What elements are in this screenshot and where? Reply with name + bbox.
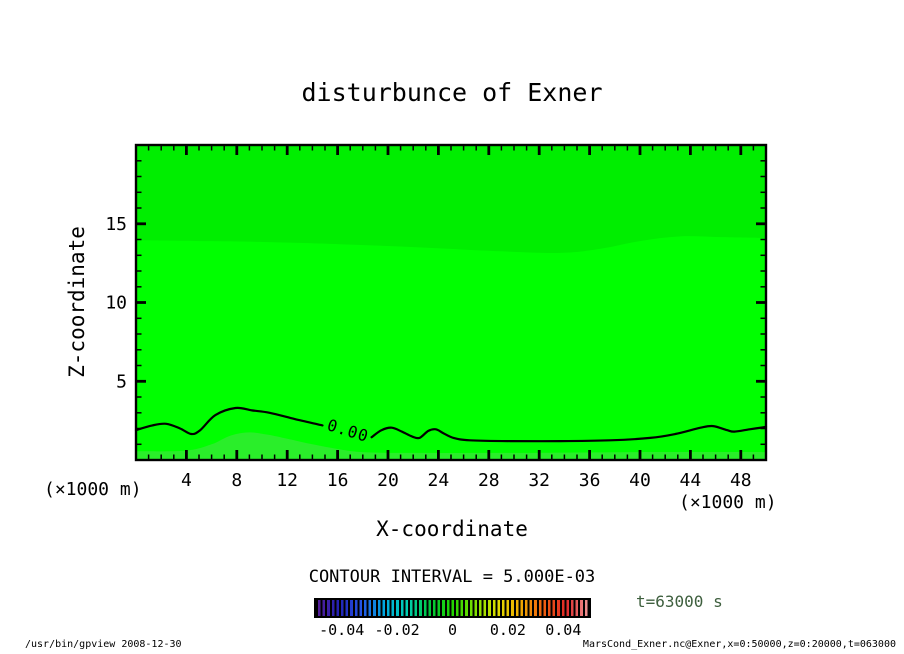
- colorbar-tick-label: 0: [447, 621, 458, 639]
- footer-command-line: /usr/bin/gpview 2008-12-30: [25, 639, 182, 650]
- svg-text:24: 24: [428, 470, 450, 491]
- footer-dataset-info: MarsCond_Exner.nc@Exner,x=0:50000,z=0:20…: [582, 639, 896, 650]
- contour-interval-label: CONTOUR INTERVAL = 5.000E-03: [308, 567, 596, 587]
- plot-frame: [134, 143, 768, 462]
- svg-text:5: 5: [116, 371, 127, 392]
- y-axis-unit-label: (×1000 m): [44, 479, 142, 500]
- y-axis-title: Z-coordinate: [65, 226, 89, 378]
- svg-text:10: 10: [105, 293, 127, 314]
- svg-text:4: 4: [181, 470, 192, 491]
- colorbar-tick-label: 0.04: [545, 621, 582, 639]
- chart-title: disturbunce of Exner: [301, 78, 603, 107]
- time-label: t=63000 s: [636, 592, 723, 611]
- zero-contour-line: [134, 406, 768, 443]
- svg-text:32: 32: [528, 470, 550, 491]
- svg-text:28: 28: [478, 470, 500, 491]
- svg-text:44: 44: [680, 470, 702, 491]
- svg-text:8: 8: [231, 470, 242, 491]
- colorbar-tick-label: 0.02: [489, 621, 526, 639]
- axis-ticks: [137, 146, 765, 459]
- x-axis-title: X-coordinate: [376, 517, 528, 541]
- x-tick-labels: 4 8 12 16 20 24 28 32 36 40 44 48: [181, 470, 752, 491]
- colorbar-tick-label: -0.02: [374, 621, 420, 639]
- colorbar: [314, 598, 591, 618]
- svg-text:16: 16: [327, 470, 349, 491]
- colorbar-tick-label: -0.04: [319, 621, 365, 639]
- svg-text:40: 40: [629, 470, 651, 491]
- svg-text:36: 36: [579, 470, 601, 491]
- y-tick-labels: 5 10 15: [105, 214, 127, 392]
- contour-fill: [136, 145, 766, 460]
- x-axis-unit-label: (×1000 m): [679, 492, 777, 513]
- svg-text:15: 15: [105, 214, 127, 235]
- svg-text:20: 20: [377, 470, 399, 491]
- svg-text:48: 48: [730, 470, 752, 491]
- svg-text:12: 12: [276, 470, 298, 491]
